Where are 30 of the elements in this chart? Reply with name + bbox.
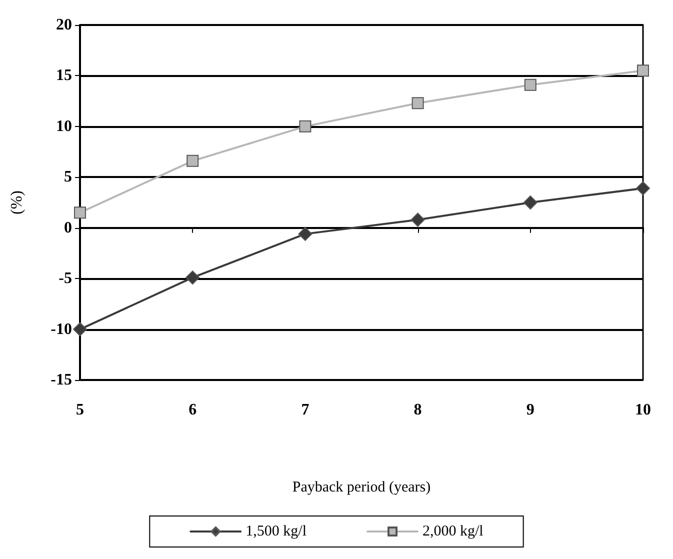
point xyxy=(299,120,312,132)
point xyxy=(186,270,200,285)
point xyxy=(637,64,649,77)
y-tick-label: 0 xyxy=(64,219,72,236)
y-tick-label: 10 xyxy=(56,118,72,135)
legend-label: 1,500 kg/l xyxy=(246,524,307,540)
legend-label: 2,000 kg/l xyxy=(422,524,484,540)
point xyxy=(73,322,87,336)
x-tick-label: 9 xyxy=(526,402,534,418)
point xyxy=(524,78,536,91)
x-tick-label: 7 xyxy=(301,402,310,418)
point xyxy=(186,154,199,167)
x-axis-title: Payback period (years) xyxy=(292,480,431,496)
point xyxy=(412,97,424,110)
point xyxy=(523,196,538,210)
y-tick-label: -5 xyxy=(58,270,72,288)
x-tick-label: 6 xyxy=(188,402,197,418)
y-tick-label: -10 xyxy=(50,320,72,338)
point xyxy=(74,206,86,219)
x-tick-label: 8 xyxy=(414,402,422,418)
x-tick-label: 5 xyxy=(76,402,84,418)
y-tick-label: -15 xyxy=(50,372,72,388)
point xyxy=(636,181,650,196)
y-tick-label: 5 xyxy=(64,168,72,186)
y-axis-title: (%) xyxy=(8,190,26,214)
point xyxy=(298,226,312,241)
y-tick-label: 15 xyxy=(56,67,72,84)
point xyxy=(410,212,425,227)
y-tick-label: 20 xyxy=(56,16,72,34)
x-tick-label: 10 xyxy=(635,402,651,418)
